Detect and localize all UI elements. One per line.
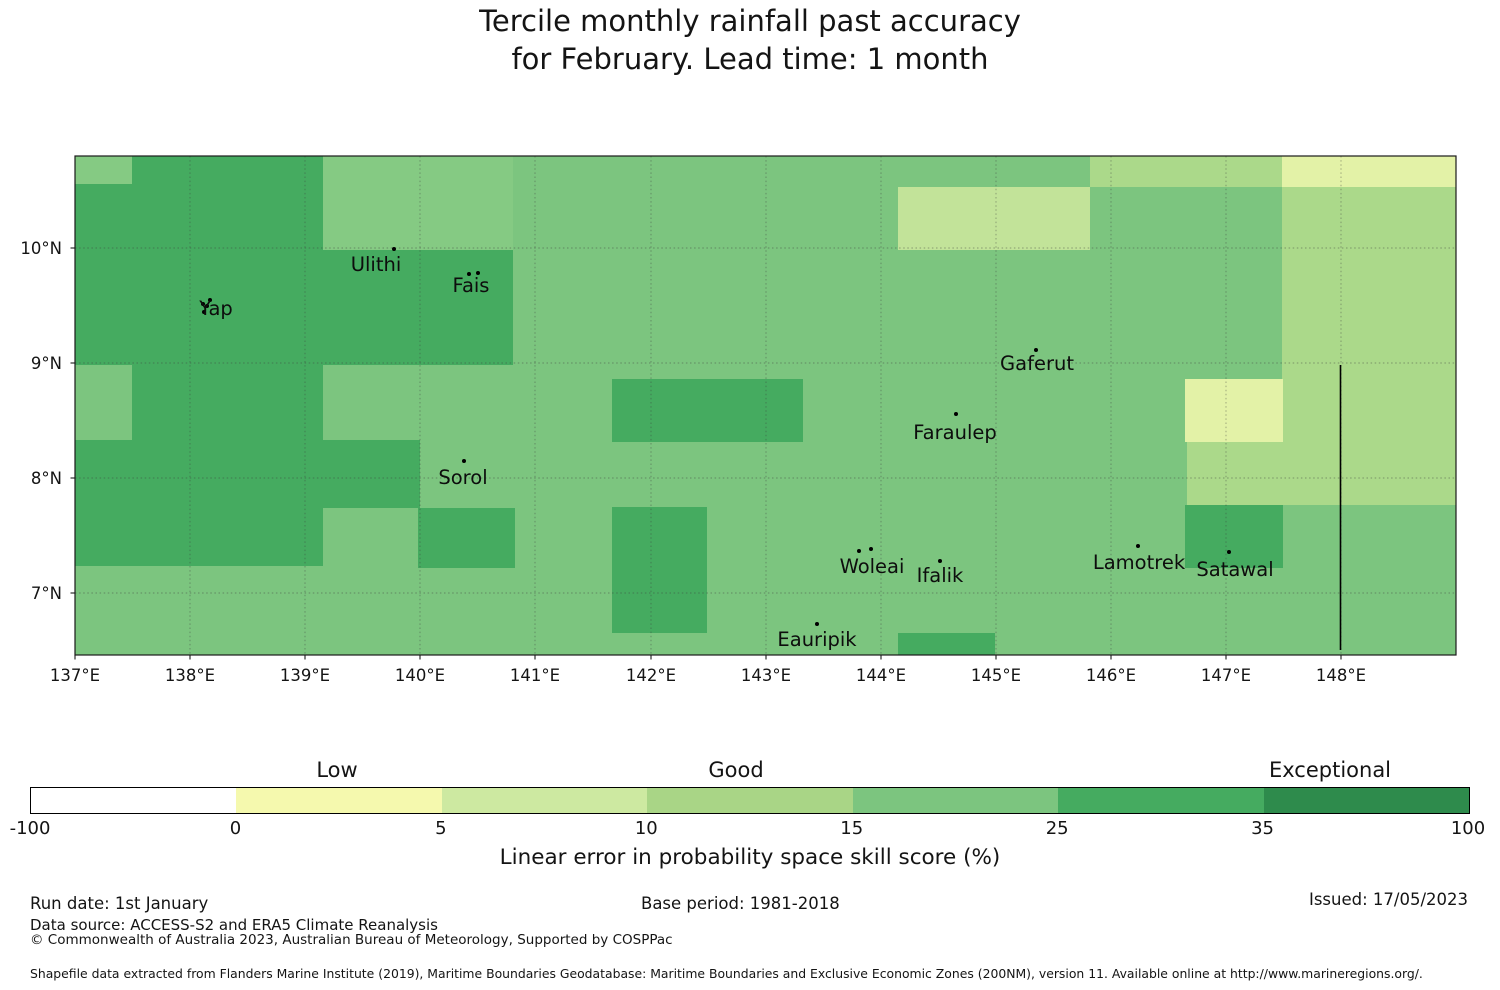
island-label: Satawal bbox=[1196, 558, 1273, 581]
x-tick-label: 140°E bbox=[395, 666, 445, 685]
colorbar-segment bbox=[647, 788, 853, 813]
map-cell bbox=[612, 507, 707, 633]
map-cell bbox=[1185, 505, 1283, 568]
colorbar-tick-label: 5 bbox=[435, 818, 447, 839]
map-cell bbox=[1185, 379, 1283, 442]
map-cell bbox=[1187, 442, 1283, 505]
island-marker bbox=[202, 310, 206, 314]
island-marker bbox=[467, 272, 471, 276]
colorbar-category-label: Low bbox=[316, 758, 358, 782]
colorbar-tick-label: 10 bbox=[634, 818, 658, 839]
island-label: Faraulep bbox=[913, 421, 997, 444]
x-tick-label: 137°E bbox=[50, 666, 100, 685]
x-tick-label: 141°E bbox=[510, 666, 560, 685]
x-tick-label: 145°E bbox=[971, 666, 1021, 685]
colorbar-category-label: Exceptional bbox=[1268, 758, 1392, 782]
map-cell bbox=[75, 250, 513, 365]
island-marker bbox=[938, 559, 942, 563]
map-cell bbox=[75, 156, 132, 184]
colorbar-segment bbox=[1263, 788, 1469, 813]
colorbar-tick-label: 25 bbox=[1045, 818, 1069, 839]
island-marker bbox=[205, 304, 209, 308]
map-cell bbox=[132, 156, 323, 184]
island-marker bbox=[462, 459, 466, 463]
x-tick-label: 146°E bbox=[1086, 666, 1136, 685]
island-marker bbox=[392, 247, 396, 251]
map-cell bbox=[418, 508, 515, 568]
colorbar-tick-label: 100 bbox=[1450, 818, 1486, 839]
colorbar-segment bbox=[441, 788, 648, 813]
island-marker bbox=[869, 547, 873, 551]
island-marker bbox=[1227, 550, 1231, 554]
chart-title: Tercile monthly rainfall past accuracy f… bbox=[0, 3, 1500, 78]
map-cell bbox=[75, 440, 420, 508]
chart-title-line2: for February. Lead time: 1 month bbox=[511, 41, 989, 76]
island-marker bbox=[815, 622, 819, 626]
x-tick-label: 138°E bbox=[165, 666, 215, 685]
colorbar-segment bbox=[236, 788, 442, 813]
colorbar-segment bbox=[852, 788, 1059, 813]
island-label: Sorol bbox=[438, 466, 487, 489]
island-label: Fais bbox=[453, 274, 490, 297]
island-marker bbox=[1136, 544, 1140, 548]
data-source-text: Data source: ACCESS-S2 and ERA5 Climate … bbox=[30, 916, 438, 934]
colorbar-tick-label: 35 bbox=[1251, 818, 1275, 839]
island-marker bbox=[954, 412, 958, 416]
map-cell bbox=[1090, 156, 1282, 187]
island-marker bbox=[201, 302, 205, 306]
y-tick-label: 7°N bbox=[31, 584, 62, 603]
island-label: Eauripik bbox=[777, 628, 857, 651]
base-period-text: Base period: 1981-2018 bbox=[641, 894, 840, 913]
colorbar bbox=[30, 787, 1470, 814]
colorbar-tick-label: 15 bbox=[840, 818, 864, 839]
issued-date-text: Issued: 17/05/2023 bbox=[1308, 890, 1468, 909]
island-label: Lamotrek bbox=[1093, 551, 1186, 574]
island-marker bbox=[1034, 348, 1038, 352]
x-tick-label: 142°E bbox=[626, 666, 676, 685]
run-date-text: Run date: 1st January bbox=[30, 894, 209, 913]
colorbar-tick-label: 0 bbox=[229, 818, 242, 839]
colorbar-caption: Linear error in probability space skill … bbox=[499, 845, 1001, 870]
island-label: Woleai bbox=[840, 555, 905, 578]
map-cell bbox=[1282, 187, 1456, 505]
shapefile-note-text: Shapefile data extracted from Flanders M… bbox=[30, 966, 1423, 981]
island-marker bbox=[476, 271, 480, 275]
map-cell bbox=[75, 184, 323, 250]
map-cell bbox=[612, 379, 803, 442]
island-label: Gaferut bbox=[1000, 352, 1074, 375]
chart-title-line1: Tercile monthly rainfall past accuracy bbox=[479, 4, 1021, 38]
x-tick-label: 144°E bbox=[856, 666, 906, 685]
y-tick-label: 8°N bbox=[31, 469, 62, 488]
map-cell bbox=[1282, 156, 1456, 187]
colorbar-tick-label: -100 bbox=[9, 818, 51, 839]
copyright-text: © Commonwealth of Australia 2023, Austra… bbox=[30, 932, 673, 948]
x-tick-label: 139°E bbox=[280, 666, 330, 685]
x-tick-label: 147°E bbox=[1201, 666, 1251, 685]
colorbar-segment bbox=[1058, 788, 1264, 813]
map-cell bbox=[132, 365, 323, 440]
island-marker bbox=[208, 298, 212, 302]
y-tick-label: 10°N bbox=[20, 239, 62, 258]
x-tick-label: 148°E bbox=[1316, 666, 1366, 685]
map-cell bbox=[323, 156, 513, 250]
island-label: Yap bbox=[198, 297, 233, 320]
island-label: Ifalik bbox=[917, 564, 964, 587]
y-tick-label: 9°N bbox=[31, 354, 62, 373]
map-cell bbox=[75, 508, 323, 566]
colorbar-category-label: Good bbox=[708, 758, 764, 782]
map-cell bbox=[898, 633, 995, 655]
island-label: Ulithi bbox=[351, 253, 402, 276]
x-tick-label: 143°E bbox=[741, 666, 791, 685]
island-marker bbox=[857, 549, 861, 553]
map-cell bbox=[898, 187, 1090, 250]
colorbar-segment bbox=[31, 788, 237, 813]
